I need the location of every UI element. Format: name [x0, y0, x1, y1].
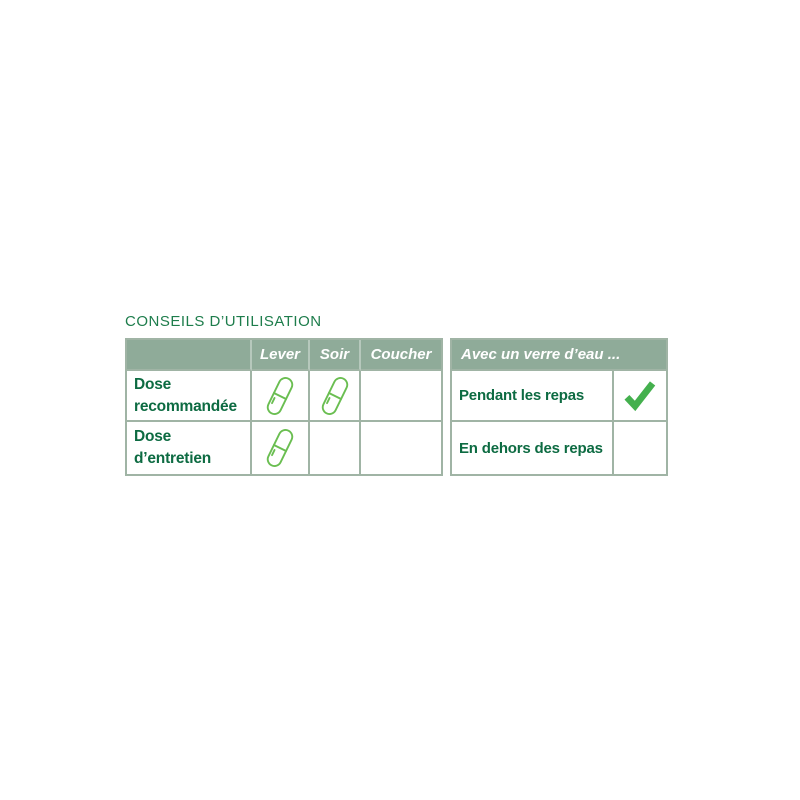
pill-capsule-icon: [264, 374, 296, 418]
label-line: Dose: [134, 428, 172, 445]
cell-recommandee-coucher: [361, 371, 441, 422]
cell-recommandee-soir: [310, 371, 361, 422]
water-intake-table: Avec un verre d’eau ... Pendant les repa…: [450, 338, 668, 476]
cell-entretien-soir: [310, 422, 361, 474]
cell-entretien-coucher: [361, 422, 441, 474]
cell-pendant-check: [614, 371, 666, 422]
row-label-pendant-les-repas: Pendant les repas: [452, 371, 614, 422]
pill-capsule-icon: [319, 374, 351, 418]
cell-en-dehors-check: [614, 422, 666, 474]
row-label-dose-recommandee: Dose recommandée: [127, 371, 252, 422]
checkmark-icon: [622, 378, 658, 414]
cell-entretien-lever: [252, 422, 310, 474]
pill-capsule-icon: [264, 426, 296, 470]
row-label-en-dehors-des-repas: En dehors des repas: [452, 422, 614, 474]
col-header-lever: Lever: [252, 340, 310, 371]
dose-table-corner-cell: [127, 340, 252, 371]
section-title: CONSEILS D’UTILISATION: [125, 313, 322, 330]
label-line: d’entretien: [134, 450, 212, 467]
col-header-coucher: Coucher: [361, 340, 441, 371]
col-header-soir: Soir: [310, 340, 361, 371]
water-table-header: Avec un verre d’eau ...: [452, 340, 666, 371]
dose-schedule-table: Lever Soir Coucher Dose recommandée Dose…: [125, 338, 443, 476]
label-line: Dose: [134, 375, 172, 393]
label-line: recommandée: [134, 397, 237, 415]
row-label-dose-entretien: Dose d’entretien: [127, 422, 252, 474]
cell-recommandee-lever: [252, 371, 310, 422]
usage-tables: Lever Soir Coucher Dose recommandée Dose…: [125, 338, 668, 476]
